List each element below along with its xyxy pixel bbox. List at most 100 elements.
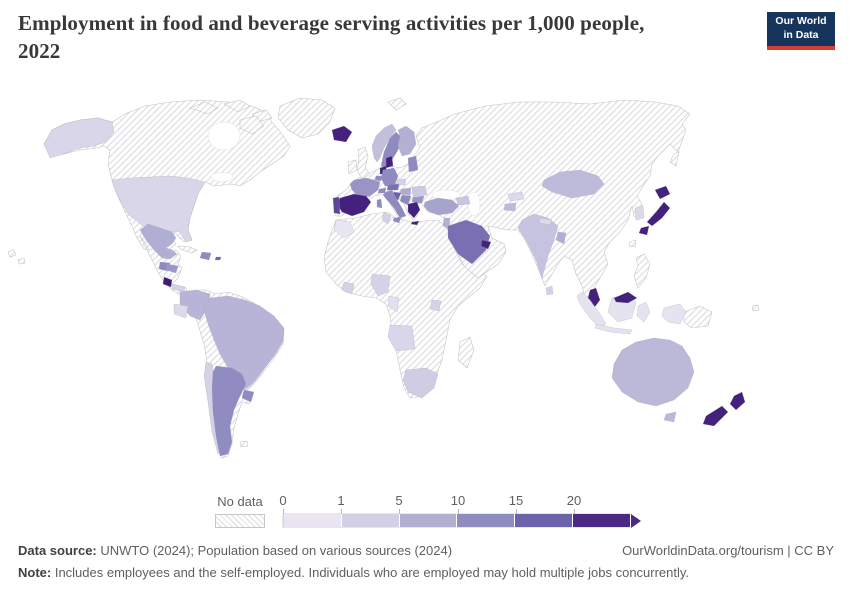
country-iceland[interactable] [331, 125, 353, 143]
country-indonesia-java[interactable] [594, 323, 633, 335]
country-romania[interactable] [411, 185, 428, 197]
country-indonesia-papua[interactable] [661, 303, 687, 325]
country-sri-lanka[interactable] [545, 285, 554, 296]
world-choropleth-map [0, 92, 850, 490]
country-ivory-coast[interactable] [341, 281, 355, 295]
legend-tickmark [283, 509, 284, 514]
country-turkey[interactable] [423, 197, 460, 216]
country-uganda[interactable] [429, 299, 442, 312]
country-kyrgyzstan[interactable] [507, 191, 525, 202]
country-sicily[interactable] [392, 216, 402, 224]
landmass-greenland-no-data[interactable] [277, 97, 336, 139]
country-alaska[interactable] [43, 117, 115, 159]
country-angola[interactable] [387, 324, 416, 352]
country-portugal[interactable] [332, 196, 341, 215]
title-line2: 2022 [18, 38, 61, 63]
country-south-korea[interactable] [634, 205, 645, 221]
arctic-island-1[interactable] [189, 101, 219, 115]
rights-link[interactable]: OurWorldinData.org/tourism | CC BY [622, 543, 834, 558]
country-puerto-rico[interactable] [214, 256, 222, 261]
country-norway[interactable] [371, 123, 397, 163]
legend-segment-0-1[interactable] [283, 514, 342, 527]
country-saudi-arabia[interactable] [447, 219, 491, 265]
country-nepal[interactable] [538, 217, 553, 226]
island-cuba-no-data[interactable] [177, 245, 198, 254]
island-kamchatka-kuril-no-data[interactable] [669, 151, 680, 167]
country-usa[interactable] [111, 175, 206, 243]
country-honduras[interactable] [165, 263, 179, 274]
country-sardinia[interactable] [376, 198, 383, 209]
legend-tickmark [458, 509, 459, 514]
country-japan-honshu[interactable] [646, 201, 671, 227]
country-belgium[interactable] [374, 175, 383, 182]
country-caucasus[interactable] [455, 195, 471, 206]
country-dominican-republic[interactable] [199, 251, 212, 261]
country-malaysia-borneo[interactable] [613, 291, 638, 304]
country-bangladesh[interactable] [555, 231, 567, 245]
island-philippines-no-data[interactable] [633, 253, 651, 289]
legend-tickmark [574, 509, 575, 514]
country-tajikistan[interactable] [503, 202, 517, 212]
country-bulgaria[interactable] [411, 195, 425, 204]
country-argentina[interactable] [211, 365, 247, 457]
country-new-zealand-north[interactable] [729, 391, 746, 411]
country-tasmania[interactable] [663, 411, 677, 423]
country-hungary[interactable] [399, 187, 412, 196]
logo-line2: in Data [783, 29, 819, 41]
country-baltics[interactable] [407, 155, 419, 173]
island-fiji-no-data[interactable] [751, 304, 760, 312]
legend-segment-5-10[interactable] [399, 514, 458, 527]
legend-segment-1-5[interactable] [341, 514, 400, 527]
legend-arrow-icon [631, 513, 641, 528]
island-madagascar-no-data[interactable] [457, 336, 475, 369]
island-hawaii2-no-data[interactable] [17, 257, 26, 265]
legend-no-data-label: No data [217, 494, 263, 509]
country-ecuador[interactable] [173, 303, 189, 319]
country-mexico[interactable] [139, 223, 178, 260]
island-uk-no-data[interactable] [356, 146, 371, 180]
arctic-island-baffin[interactable] [239, 115, 265, 135]
country-uae[interactable] [480, 239, 492, 250]
country-nigeria[interactable] [370, 273, 391, 297]
country-greece[interactable] [407, 201, 421, 219]
legend-no-data-swatch[interactable] [215, 514, 265, 528]
country-morocco[interactable] [333, 219, 355, 239]
island-falkland-no-data[interactable] [239, 440, 249, 448]
legend-segment-10-15[interactable] [457, 514, 516, 527]
data-source-text: UNWTO (2024); Population based on variou… [96, 543, 453, 558]
country-france[interactable] [349, 177, 381, 199]
country-finland[interactable] [397, 125, 417, 157]
island-ireland-no-data[interactable] [347, 159, 358, 175]
country-denmark[interactable] [385, 155, 394, 169]
country-australia[interactable] [611, 337, 695, 407]
country-costa-rica[interactable] [162, 276, 173, 288]
country-brazil[interactable] [203, 295, 285, 391]
page-title: Employment in food and beverage serving … [18, 10, 738, 65]
island-svalbard-no-data[interactable] [387, 97, 407, 111]
country-japan-hokkaido[interactable] [654, 185, 671, 200]
island-taiwan-no-data[interactable] [628, 239, 637, 248]
country-uruguay[interactable] [241, 389, 255, 403]
country-czechia[interactable] [394, 178, 407, 186]
country-south-africa[interactable] [402, 367, 439, 399]
country-greece-crete[interactable] [410, 220, 420, 226]
arctic-island-2[interactable] [223, 99, 251, 113]
legend-tick-0: 0 [279, 493, 287, 508]
country-austria[interactable] [386, 183, 400, 191]
owid-logo[interactable]: Our World in Data [767, 12, 835, 50]
legend-segment-20-plus[interactable] [573, 514, 631, 527]
country-cameroon[interactable] [387, 295, 400, 313]
country-italy[interactable] [382, 189, 407, 219]
country-switzerland[interactable] [377, 187, 387, 194]
data-source-line: Data source: UNWTO (2024); Population ba… [18, 543, 452, 558]
legend-segment-15-20[interactable] [515, 514, 574, 527]
island-hawaii-no-data[interactable] [7, 249, 17, 258]
legend-tickmark [516, 509, 517, 514]
country-japan-kyushu[interactable] [638, 225, 650, 236]
country-tunisia[interactable] [381, 211, 392, 225]
country-new-zealand-south[interactable] [702, 405, 729, 427]
country-mongolia[interactable] [541, 169, 605, 199]
country-indonesia-sulawesi[interactable] [636, 301, 651, 323]
island-new-guinea-no-data[interactable] [683, 305, 713, 329]
country-india[interactable] [517, 213, 559, 279]
